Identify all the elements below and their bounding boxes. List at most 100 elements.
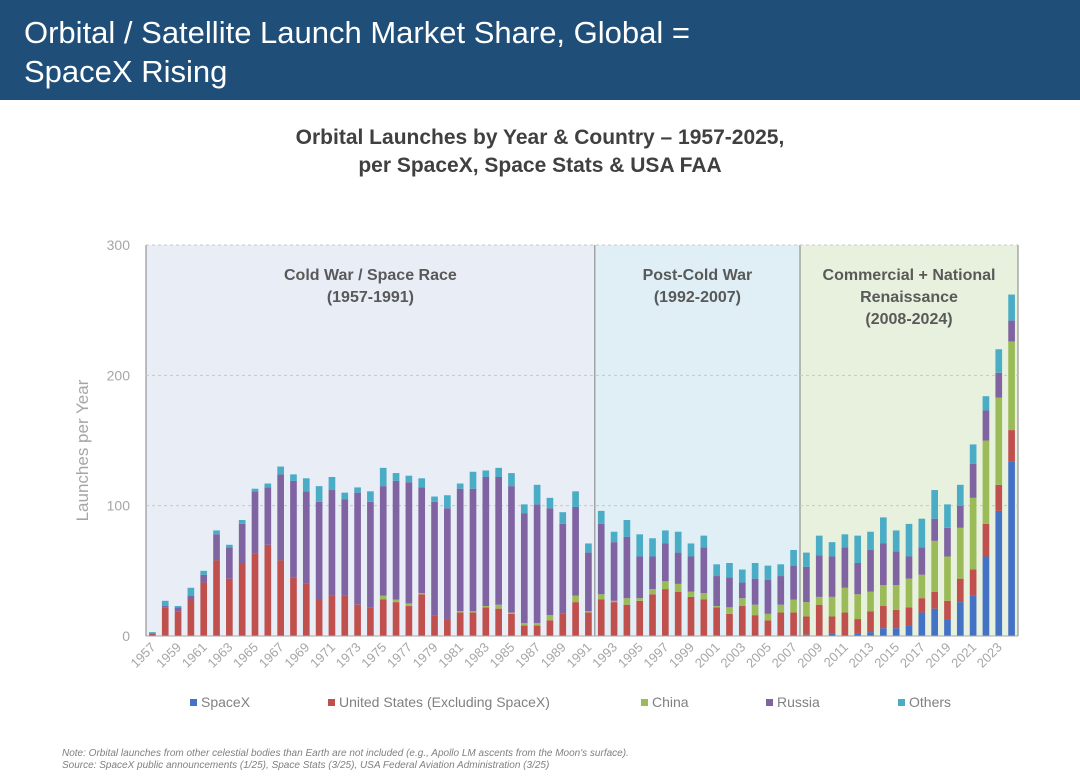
bar-2017-russia xyxy=(918,547,926,575)
chart-title: Orbital Launches by Year & Country – 195… xyxy=(0,124,1080,180)
bar-2022-others xyxy=(982,396,990,411)
x-tick-label: 1999 xyxy=(666,640,697,671)
bar-2015-china xyxy=(892,585,900,610)
bar-1986-china xyxy=(520,622,528,626)
x-tick-label: 1959 xyxy=(153,640,184,671)
bar-1977-others xyxy=(405,475,413,483)
bar-1995-united xyxy=(636,600,644,636)
x-tick-label: 1989 xyxy=(538,640,569,671)
bar-1983-china xyxy=(482,606,490,608)
x-tick-label: 2021 xyxy=(948,640,979,671)
bar-1957-others xyxy=(149,632,156,634)
legend-item-china: China xyxy=(641,694,689,710)
bar-1969-russia xyxy=(302,491,310,584)
bar-1980-others xyxy=(444,495,451,509)
bar-1996-china xyxy=(649,589,656,595)
bar-1998-russia xyxy=(674,552,682,584)
bar-2021-russia xyxy=(969,463,977,498)
bar-2001-china xyxy=(713,606,720,608)
x-tick-label: 2003 xyxy=(717,640,748,671)
bar-1993-united xyxy=(610,602,618,636)
bar-1974-others xyxy=(367,491,374,502)
x-tick-label: 1957 xyxy=(127,640,158,671)
bar-2000-russia xyxy=(700,547,708,593)
bar-1966-russia xyxy=(264,487,272,545)
bar-2016-spacex xyxy=(905,625,913,636)
legend-swatch xyxy=(190,698,197,706)
bar-2012-others xyxy=(854,535,862,564)
legend-label: SpaceX xyxy=(201,694,251,710)
bar-1976-russia xyxy=(392,480,400,600)
bar-1998-united xyxy=(674,591,682,636)
bar-2000-others xyxy=(700,535,708,548)
bar-1989-united xyxy=(559,613,567,636)
bar-2009-china xyxy=(815,596,823,605)
bar-1988-russia xyxy=(546,508,554,616)
slide-title-line2: SpaceX Rising xyxy=(24,54,228,89)
bar-2004-united xyxy=(751,615,759,636)
bar-1985-russia xyxy=(508,486,515,613)
bar-1968-russia xyxy=(290,480,297,578)
bar-2009-russia xyxy=(815,555,823,597)
bar-1972-others xyxy=(341,492,349,500)
era-annotation-2-line2: (1992-2007) xyxy=(654,289,741,306)
x-tick-label: 2001 xyxy=(692,640,723,671)
bar-2004-china xyxy=(751,604,759,616)
bar-1985-others xyxy=(508,473,515,487)
bar-2019-spacex xyxy=(944,619,951,636)
bar-1965-others xyxy=(251,488,259,492)
bar-1967-russia xyxy=(277,474,284,561)
bar-1995-china xyxy=(636,598,644,601)
x-tick-label: 1981 xyxy=(435,640,466,671)
bar-1978-china xyxy=(418,592,426,595)
legend-item-spacex: SpaceX xyxy=(190,694,250,710)
bar-1969-others xyxy=(302,478,310,492)
legend-label: Russia xyxy=(777,694,820,710)
bar-2012-china xyxy=(854,594,862,620)
chart-title-line1: Orbital Launches by Year & Country – 195… xyxy=(295,126,785,149)
bar-1958-others xyxy=(161,600,169,607)
bar-1983-others xyxy=(482,470,490,477)
bar-1971-united xyxy=(328,595,336,636)
bar-1989-russia xyxy=(559,523,567,614)
y-tick-label: 100 xyxy=(107,498,131,514)
bar-2015-russia xyxy=(892,551,900,586)
bar-1972-russia xyxy=(341,499,349,596)
bar-1982-others xyxy=(469,471,477,489)
x-tick-label: 1991 xyxy=(563,640,594,671)
bar-2001-united xyxy=(713,607,720,636)
bar-2008-united xyxy=(803,616,810,635)
bar-2012-spacex xyxy=(854,633,862,636)
bar-2017-spacex xyxy=(918,612,926,636)
bar-1994-china xyxy=(623,598,631,605)
chart-title-line2: per SpaceX, Space Stats & USA FAA xyxy=(358,154,722,177)
bar-1976-china xyxy=(392,599,400,603)
bar-1977-united xyxy=(405,606,413,636)
bar-1972-united xyxy=(341,595,349,636)
bar-1993-russia xyxy=(610,542,618,601)
bar-1980-russia xyxy=(444,508,451,620)
bar-2020-others xyxy=(956,484,964,506)
bar-2019-russia xyxy=(944,527,951,557)
bar-2018-others xyxy=(931,490,938,519)
footnote: Note: Orbital launches from other celest… xyxy=(62,748,629,772)
bar-1996-others xyxy=(649,538,656,557)
bar-2007-russia xyxy=(790,565,797,600)
bar-1987-united xyxy=(533,625,541,636)
bar-2020-spacex xyxy=(956,602,964,636)
bar-1992-china xyxy=(597,594,605,600)
bar-2014-united xyxy=(880,606,887,629)
x-tick-label: 1965 xyxy=(230,640,261,671)
bar-2016-united xyxy=(905,607,913,626)
bar-1975-russia xyxy=(379,486,387,596)
bar-1960-united xyxy=(187,599,195,636)
bar-2022-united xyxy=(982,523,990,557)
bar-1971-russia xyxy=(328,490,336,596)
x-tick-label: 1971 xyxy=(307,640,338,671)
legend-swatch xyxy=(898,698,905,706)
bar-2013-russia xyxy=(867,549,874,592)
bar-2017-others xyxy=(918,518,926,548)
bar-2018-spacex xyxy=(931,608,938,636)
x-tick-label: 2013 xyxy=(846,640,877,671)
bar-1987-others xyxy=(533,484,541,505)
